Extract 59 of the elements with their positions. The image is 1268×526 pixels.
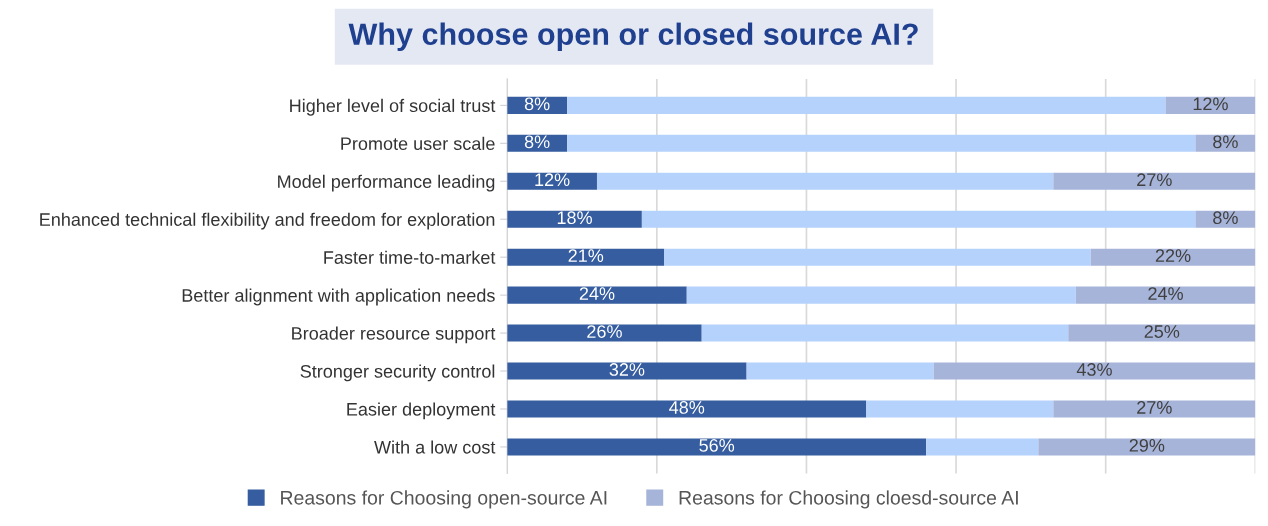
- legend-label: Reasons for Choosing cloesd-source AI: [679, 490, 1018, 509]
- bar: [1053, 172, 1256, 190]
- bar: [507, 210, 642, 228]
- data-label: 25%: [1144, 325, 1180, 338]
- bar: [507, 172, 597, 190]
- bar: [507, 438, 927, 456]
- data-label: 21%: [568, 249, 604, 262]
- y-tick-label: Stronger security control: [300, 364, 495, 382]
- bar: [701, 324, 1069, 342]
- data-label: 8%: [1213, 135, 1238, 149]
- data-label: 12%: [535, 173, 570, 187]
- data-label: 43%: [1076, 363, 1112, 376]
- chart-title: Why choose open or closed source AI?: [348, 22, 918, 52]
- bar: [686, 286, 1076, 304]
- bar: [1165, 96, 1256, 114]
- bar: [641, 210, 1196, 228]
- data-label: 18%: [557, 211, 592, 225]
- bar: [1075, 286, 1256, 304]
- data-label: 8%: [1213, 211, 1238, 225]
- bar: [933, 362, 1256, 380]
- y-tick-label: Enhanced technical flexibility and freedom for exploration: [40, 212, 495, 230]
- y-tick-label: Broader resource support: [292, 326, 496, 344]
- data-label: 24%: [579, 287, 615, 300]
- y-tick-label: Model performance leading: [278, 174, 495, 192]
- bar: [1090, 248, 1256, 266]
- bar: [596, 172, 1054, 190]
- data-label: 26%: [587, 325, 622, 338]
- data-label: 24%: [1148, 287, 1183, 300]
- bar: [567, 96, 1166, 114]
- bar: [507, 286, 687, 304]
- data-label: 56%: [699, 438, 735, 452]
- bar: [567, 134, 1196, 152]
- y-tick-label: Promote user scale: [341, 136, 495, 151]
- bar: [1038, 438, 1256, 456]
- bar: [664, 248, 1091, 266]
- bar: [507, 362, 747, 380]
- bar: [746, 362, 934, 380]
- bar: [1053, 400, 1256, 418]
- legend-label: Reasons for Choosing open-source AI: [281, 490, 607, 509]
- y-tick-label: With a low cost: [374, 440, 496, 454]
- data-label: 8%: [524, 97, 550, 111]
- y-tick-label: Better alignment with application needs: [182, 288, 495, 306]
- data-label: 48%: [669, 401, 705, 414]
- data-label: 8%: [524, 135, 550, 149]
- data-label: 12%: [1193, 97, 1228, 111]
- bar: [926, 438, 1039, 456]
- data-label: 32%: [609, 363, 645, 376]
- data-label: 29%: [1129, 438, 1165, 452]
- bar: [507, 248, 665, 266]
- bar: [507, 400, 867, 418]
- data-label: 27%: [1137, 173, 1172, 187]
- y-tick-label: Higher level of social trust: [290, 98, 496, 116]
- bar: [1068, 324, 1256, 342]
- data-label: 22%: [1155, 249, 1191, 262]
- data-label: 27%: [1137, 401, 1172, 414]
- bar: [507, 324, 702, 342]
- bar: [866, 400, 1054, 418]
- y-tick-label: Easier deployment: [347, 402, 496, 420]
- y-tick-label: Faster time-to-market: [324, 250, 496, 264]
